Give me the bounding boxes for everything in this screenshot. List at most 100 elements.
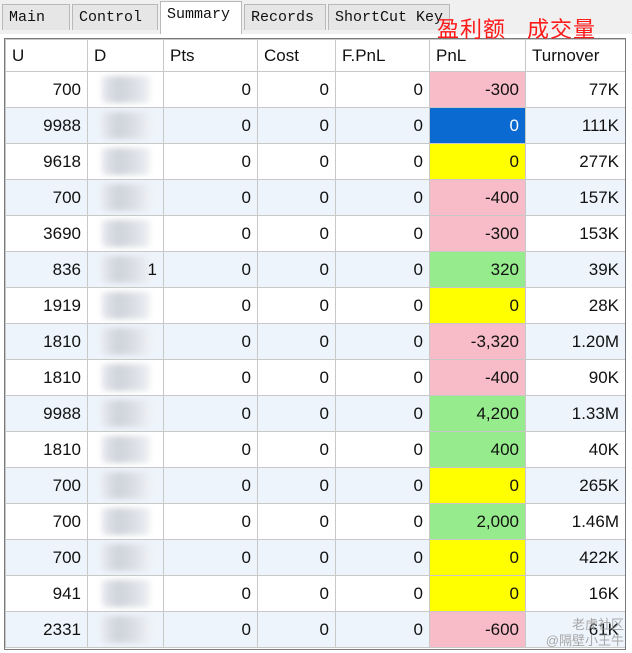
cell-pts[interactable]: 0	[163, 359, 258, 396]
cell-turnover[interactable]: 77K	[525, 71, 625, 108]
cell-pnl[interactable]: -3,320	[429, 323, 526, 360]
table-row[interactable]: 9988 0 0 0 4,200 1.33M	[5, 395, 625, 432]
table-row[interactable]: 1810 0 0 0 -3,320 1.20M	[5, 323, 625, 360]
cell-cost[interactable]: 0	[257, 503, 336, 540]
cell-pts[interactable]: 0	[163, 611, 258, 648]
cell-fpnl[interactable]: 0	[335, 107, 430, 144]
cell-cost[interactable]: 0	[257, 71, 336, 108]
cell-turnover[interactable]: 265K	[525, 467, 625, 504]
cell-pnl[interactable]: 400	[429, 431, 526, 468]
cell-fpnl[interactable]: 0	[335, 71, 430, 108]
cell-pnl[interactable]: -600	[429, 611, 526, 648]
cell-u[interactable]: 700	[5, 71, 88, 108]
cell-u[interactable]: 1810	[5, 359, 88, 396]
column-header-cost[interactable]: Cost	[257, 39, 336, 72]
cell-pnl[interactable]: 4,200	[429, 395, 526, 432]
cell-d[interactable]	[87, 575, 164, 612]
cell-fpnl[interactable]: 0	[335, 287, 430, 324]
cell-fpnl[interactable]: 0	[335, 323, 430, 360]
cell-cost[interactable]: 0	[257, 107, 336, 144]
cell-fpnl[interactable]: 0	[335, 215, 430, 252]
cell-pts[interactable]: 0	[163, 251, 258, 288]
cell-turnover[interactable]: 39K	[525, 251, 625, 288]
cell-d[interactable]	[87, 467, 164, 504]
cell-fpnl[interactable]: 0	[335, 539, 430, 576]
table-row[interactable]: 700 0 0 0 -400 157K	[5, 179, 625, 216]
column-header-u[interactable]: U	[5, 39, 88, 72]
cell-pts[interactable]: 0	[163, 107, 258, 144]
table-row[interactable]: 1810 0 0 0 400 40K	[5, 431, 625, 468]
cell-pts[interactable]: 0	[163, 467, 258, 504]
table-row[interactable]: 941 0 0 0 0 16K	[5, 575, 625, 612]
cell-fpnl[interactable]: 0	[335, 575, 430, 612]
cell-u[interactable]: 941	[5, 575, 88, 612]
cell-u[interactable]: 700	[5, 179, 88, 216]
cell-turnover[interactable]: 28K	[525, 287, 625, 324]
cell-cost[interactable]: 0	[257, 251, 336, 288]
cell-pnl[interactable]: 0	[429, 107, 526, 144]
cell-pnl[interactable]: -300	[429, 215, 526, 252]
tab-shortcut-key[interactable]: ShortCut Key	[328, 4, 450, 30]
cell-d[interactable]: 1	[87, 251, 164, 288]
column-header-pts[interactable]: Pts	[163, 39, 258, 72]
cell-d[interactable]	[87, 539, 164, 576]
cell-cost[interactable]: 0	[257, 395, 336, 432]
table-row[interactable]: 836 1 0 0 0 320 39K	[5, 251, 625, 288]
cell-cost[interactable]: 0	[257, 323, 336, 360]
cell-u[interactable]: 9618	[5, 143, 88, 180]
cell-d[interactable]	[87, 179, 164, 216]
cell-fpnl[interactable]: 0	[335, 503, 430, 540]
cell-fpnl[interactable]: 0	[335, 395, 430, 432]
cell-pnl[interactable]: -400	[429, 179, 526, 216]
cell-d[interactable]	[87, 395, 164, 432]
cell-cost[interactable]: 0	[257, 575, 336, 612]
tab-records[interactable]: Records	[244, 4, 326, 30]
cell-turnover[interactable]: 90K	[525, 359, 625, 396]
table-row[interactable]: 1810 0 0 0 -400 90K	[5, 359, 625, 396]
cell-turnover[interactable]: 40K	[525, 431, 625, 468]
cell-cost[interactable]: 0	[257, 467, 336, 504]
tab-summary[interactable]: Summary	[160, 1, 242, 34]
cell-d[interactable]	[87, 611, 164, 648]
cell-d[interactable]	[87, 215, 164, 252]
summary-grid[interactable]: U D Pts Cost F.PnL PnL Turnover 700 0 0 0 -3…	[4, 38, 626, 650]
table-row[interactable]: 700 0 0 0 0 265K	[5, 467, 625, 504]
cell-fpnl[interactable]: 0	[335, 251, 430, 288]
cell-u[interactable]: 1919	[5, 287, 88, 324]
cell-pts[interactable]: 0	[163, 179, 258, 216]
table-row[interactable]: 9988 0 0 0 0 111K	[5, 107, 625, 144]
cell-cost[interactable]: 0	[257, 287, 336, 324]
cell-pnl[interactable]: -300	[429, 71, 526, 108]
cell-u[interactable]: 3690	[5, 215, 88, 252]
cell-turnover[interactable]: 153K	[525, 215, 625, 252]
cell-pts[interactable]: 0	[163, 323, 258, 360]
cell-u[interactable]: 9988	[5, 107, 88, 144]
cell-turnover[interactable]: 16K	[525, 575, 625, 612]
cell-pnl[interactable]: -400	[429, 359, 526, 396]
column-header-pnl[interactable]: PnL	[429, 39, 526, 72]
cell-fpnl[interactable]: 0	[335, 611, 430, 648]
table-row[interactable]: 1919 0 0 0 0 28K	[5, 287, 625, 324]
cell-u[interactable]: 700	[5, 467, 88, 504]
column-header-d[interactable]: D	[87, 39, 164, 72]
cell-cost[interactable]: 0	[257, 539, 336, 576]
cell-cost[interactable]: 0	[257, 359, 336, 396]
cell-pts[interactable]: 0	[163, 395, 258, 432]
table-row[interactable]: 9618 0 0 0 0 277K	[5, 143, 625, 180]
cell-d[interactable]	[87, 71, 164, 108]
cell-cost[interactable]: 0	[257, 215, 336, 252]
cell-fpnl[interactable]: 0	[335, 467, 430, 504]
cell-turnover[interactable]: 61K	[525, 611, 625, 648]
table-row[interactable]: 700 0 0 0 0 422K	[5, 539, 625, 576]
cell-fpnl[interactable]: 0	[335, 179, 430, 216]
cell-pnl[interactable]: 0	[429, 575, 526, 612]
cell-turnover[interactable]: 422K	[525, 539, 625, 576]
cell-turnover[interactable]: 1.46M	[525, 503, 625, 540]
cell-d[interactable]	[87, 359, 164, 396]
cell-u[interactable]: 1810	[5, 323, 88, 360]
tab-main[interactable]: Main	[2, 4, 70, 30]
cell-d[interactable]	[87, 323, 164, 360]
cell-pts[interactable]: 0	[163, 287, 258, 324]
cell-u[interactable]: 2331	[5, 611, 88, 648]
cell-u[interactable]: 1810	[5, 431, 88, 468]
